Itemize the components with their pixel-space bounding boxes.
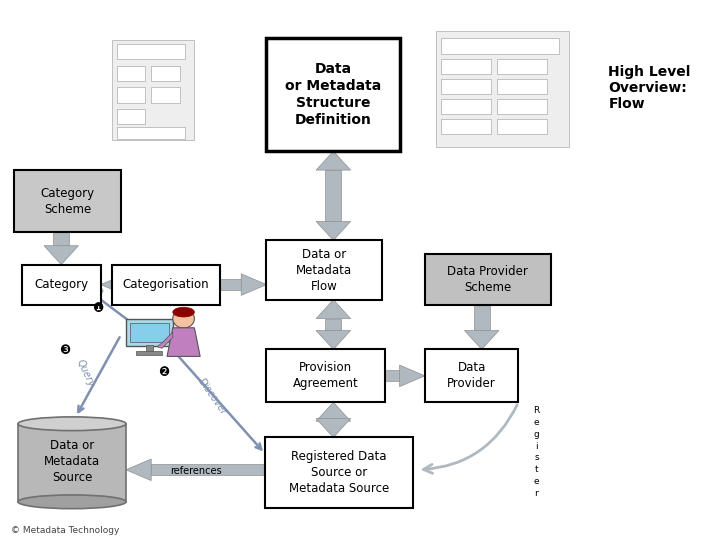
Polygon shape bbox=[241, 274, 266, 295]
Bar bbox=[266, 38, 400, 151]
Text: s: s bbox=[534, 454, 539, 462]
Polygon shape bbox=[316, 221, 351, 240]
Bar bbox=[265, 437, 413, 508]
Text: Categorisation: Categorisation bbox=[122, 278, 209, 292]
Bar bbox=[325, 319, 341, 330]
Text: Build: Build bbox=[83, 284, 107, 308]
Ellipse shape bbox=[18, 417, 126, 431]
Bar bbox=[266, 240, 382, 300]
Text: Data or
Metadata
Source: Data or Metadata Source bbox=[44, 439, 100, 484]
Bar bbox=[117, 127, 185, 139]
Text: Data
or Metadata
Structure
Definition: Data or Metadata Structure Definition bbox=[285, 62, 381, 127]
Polygon shape bbox=[126, 459, 151, 481]
Ellipse shape bbox=[173, 309, 194, 328]
Bar bbox=[53, 232, 69, 246]
Polygon shape bbox=[400, 365, 425, 387]
Bar bbox=[497, 99, 547, 114]
Polygon shape bbox=[101, 274, 126, 295]
Bar bbox=[385, 370, 400, 381]
Ellipse shape bbox=[18, 495, 126, 509]
Bar bbox=[441, 38, 559, 54]
Bar bbox=[22, 265, 101, 305]
Bar bbox=[266, 349, 385, 402]
Text: t: t bbox=[534, 465, 539, 474]
Polygon shape bbox=[316, 300, 351, 319]
Text: ❷: ❷ bbox=[158, 366, 170, 379]
Bar bbox=[441, 99, 491, 114]
Bar bbox=[117, 109, 145, 124]
Text: © Metadata Technology: © Metadata Technology bbox=[11, 525, 120, 535]
Polygon shape bbox=[167, 328, 200, 356]
Bar bbox=[126, 319, 173, 346]
Polygon shape bbox=[316, 330, 351, 349]
Bar bbox=[425, 349, 518, 402]
Bar bbox=[497, 59, 547, 74]
Text: r: r bbox=[534, 489, 539, 498]
Bar bbox=[325, 418, 341, 421]
Text: g: g bbox=[534, 430, 539, 438]
Bar bbox=[497, 119, 547, 134]
Text: R: R bbox=[534, 406, 539, 415]
Text: Data Provider
Scheme: Data Provider Scheme bbox=[447, 265, 528, 294]
Bar bbox=[137, 351, 163, 355]
Bar bbox=[151, 464, 265, 475]
Polygon shape bbox=[157, 332, 173, 348]
Bar bbox=[145, 345, 153, 352]
Bar bbox=[474, 305, 490, 330]
Bar bbox=[436, 31, 569, 147]
Bar bbox=[112, 265, 220, 305]
Polygon shape bbox=[316, 151, 351, 170]
Polygon shape bbox=[464, 330, 499, 349]
Bar bbox=[441, 59, 491, 74]
Polygon shape bbox=[44, 246, 78, 265]
Text: e: e bbox=[534, 418, 539, 427]
Bar bbox=[112, 40, 194, 140]
Text: ❸: ❸ bbox=[59, 345, 71, 357]
Bar bbox=[151, 66, 180, 81]
Text: ❶: ❶ bbox=[91, 302, 103, 315]
Text: e: e bbox=[534, 477, 539, 486]
Polygon shape bbox=[316, 402, 351, 421]
Bar bbox=[151, 87, 180, 103]
Bar bbox=[18, 424, 126, 502]
Text: Query: Query bbox=[74, 358, 96, 389]
Text: High Level
Overview:
Flow: High Level Overview: Flow bbox=[608, 65, 690, 111]
Bar bbox=[441, 119, 491, 134]
Text: Discover: Discover bbox=[196, 376, 229, 417]
Bar bbox=[425, 254, 551, 305]
Text: Data or
Metadata
Flow: Data or Metadata Flow bbox=[296, 247, 352, 293]
Ellipse shape bbox=[173, 307, 194, 317]
Bar bbox=[441, 79, 491, 94]
Text: Category: Category bbox=[34, 278, 89, 292]
Bar bbox=[117, 87, 145, 103]
Bar bbox=[497, 79, 547, 94]
Bar bbox=[325, 170, 341, 221]
Text: Registered Data
Source or
Metadata Source: Registered Data Source or Metadata Sourc… bbox=[289, 450, 389, 495]
Bar bbox=[117, 44, 185, 59]
Text: i: i bbox=[535, 442, 538, 450]
Text: Data
Provider: Data Provider bbox=[447, 361, 496, 390]
Polygon shape bbox=[316, 418, 351, 437]
Bar bbox=[117, 66, 145, 81]
Bar bbox=[14, 170, 121, 232]
Text: Provision
Agreement: Provision Agreement bbox=[293, 361, 359, 390]
Bar bbox=[130, 323, 169, 342]
Bar bbox=[126, 279, 241, 290]
Text: Category
Scheme: Category Scheme bbox=[40, 187, 95, 215]
Text: references: references bbox=[170, 466, 222, 476]
